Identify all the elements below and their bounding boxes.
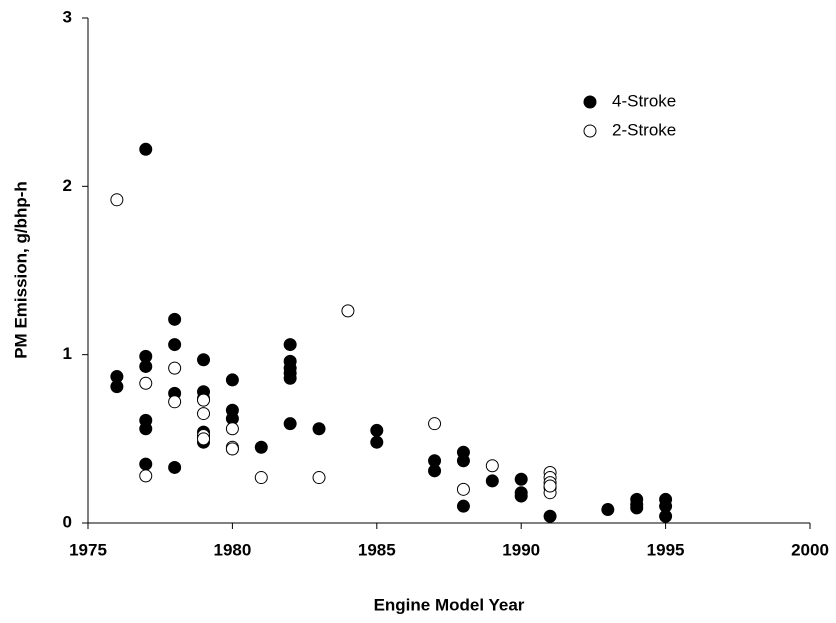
point <box>225 373 239 387</box>
point <box>312 471 326 485</box>
point <box>659 509 673 523</box>
legend-marker <box>583 124 597 138</box>
point <box>456 499 470 513</box>
point <box>225 442 239 456</box>
x-tick-label: 1975 <box>69 540 107 559</box>
point <box>168 460 182 474</box>
y-tick-label: 2 <box>63 176 72 195</box>
y-tick-label: 1 <box>63 344 72 363</box>
point <box>543 509 557 523</box>
point <box>168 338 182 352</box>
legend-label: 4-Stroke <box>612 91 676 110</box>
legend-marker <box>583 95 597 109</box>
point <box>197 393 211 407</box>
point <box>168 361 182 375</box>
x-tick-label: 2000 <box>791 540 829 559</box>
point <box>456 454 470 468</box>
point <box>456 482 470 496</box>
point <box>428 417 442 431</box>
legend-label: 2-Stroke <box>612 120 676 139</box>
point <box>370 435 384 449</box>
point <box>225 422 239 436</box>
x-tick-label: 1980 <box>213 540 251 559</box>
x-axis-label: Engine Model Year <box>374 595 525 614</box>
y-axis-label: PM Emission, g/bhp-h <box>11 181 30 359</box>
point <box>630 501 644 515</box>
point <box>254 471 268 485</box>
point <box>283 417 297 431</box>
point <box>139 376 153 390</box>
point <box>428 464 442 478</box>
x-tick-label: 1990 <box>502 540 540 559</box>
point <box>139 359 153 373</box>
point <box>543 479 557 493</box>
point <box>197 432 211 446</box>
y-tick-label: 0 <box>63 512 72 531</box>
y-tick-label: 3 <box>63 7 72 26</box>
point <box>110 370 124 384</box>
point <box>139 422 153 436</box>
point <box>283 371 297 385</box>
point <box>370 423 384 437</box>
point <box>197 353 211 367</box>
point <box>254 440 268 454</box>
point <box>485 474 499 488</box>
point <box>514 472 528 486</box>
point <box>139 457 153 471</box>
point <box>601 503 615 517</box>
point <box>485 459 499 473</box>
point <box>110 193 124 207</box>
point <box>514 489 528 503</box>
point <box>197 407 211 421</box>
point <box>283 338 297 352</box>
point <box>168 395 182 409</box>
point <box>312 422 326 436</box>
point <box>168 312 182 326</box>
point <box>341 304 355 318</box>
x-tick-label: 1995 <box>647 540 685 559</box>
point <box>139 469 153 483</box>
x-tick-label: 1985 <box>358 540 396 559</box>
point <box>139 142 153 156</box>
